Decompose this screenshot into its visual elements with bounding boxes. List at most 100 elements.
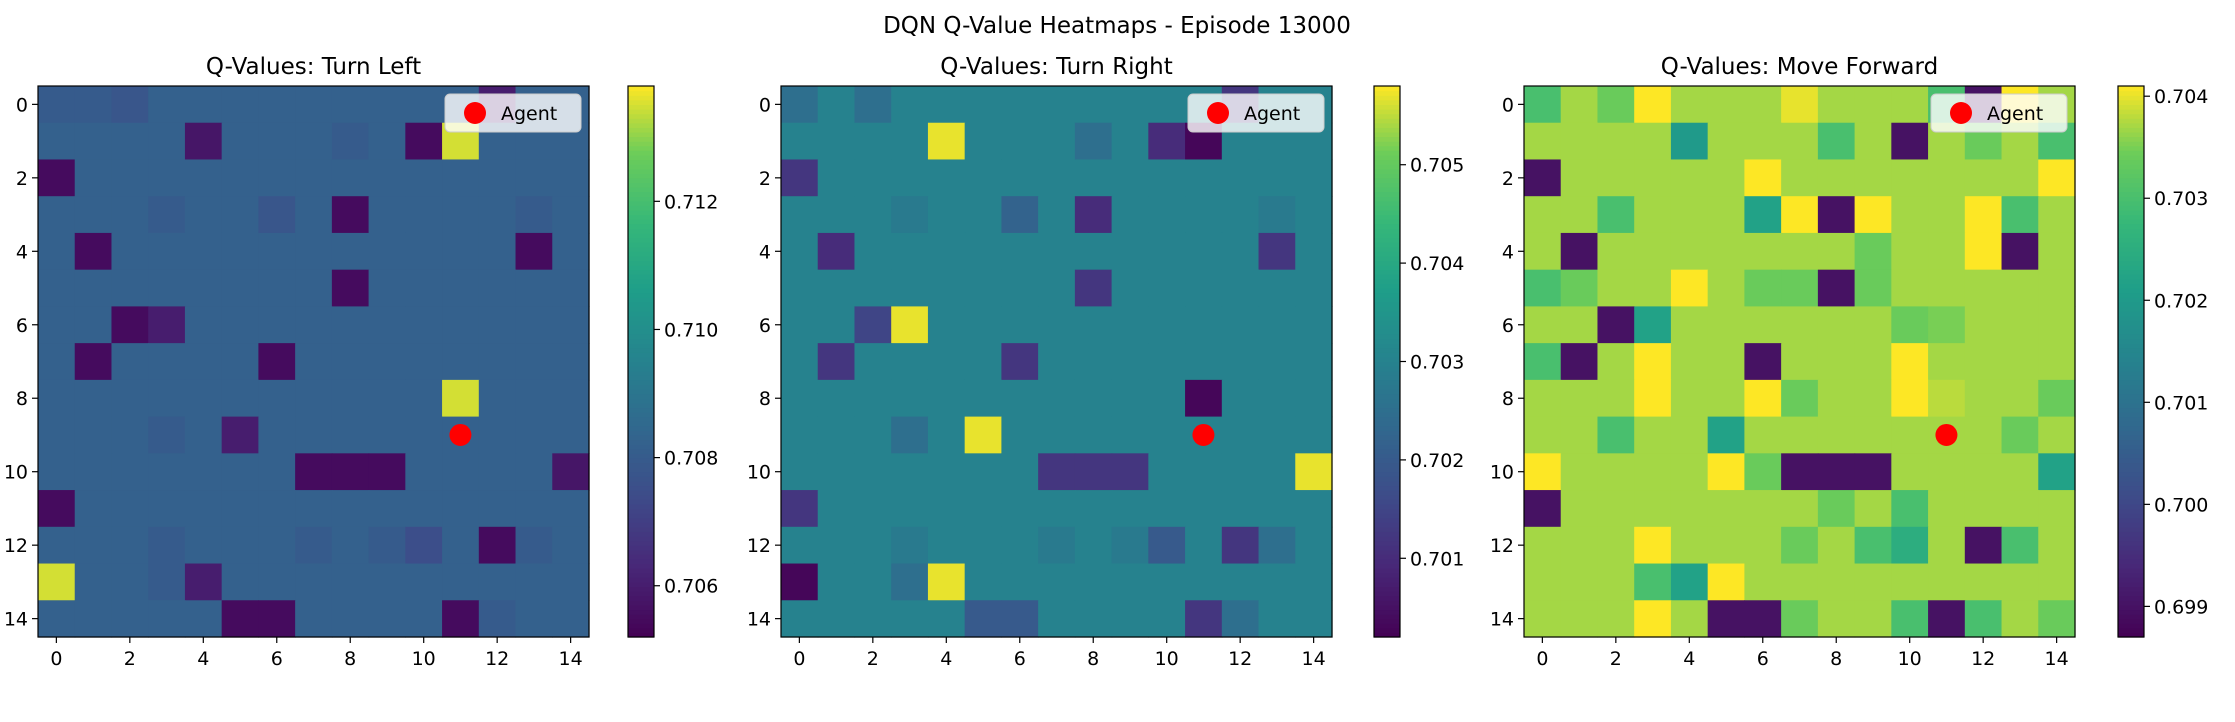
colorbar-segment [628,343,654,349]
heatmap-cell [1524,526,1562,565]
colorbar-tick-label: 0.704 [1410,253,1464,275]
heatmap-cell [1854,490,1892,528]
x-tick-label: 2 [1610,648,1622,670]
heatmap-cell [1854,453,1892,491]
heatmap-cell [1560,159,1599,197]
colorbar-segment [2118,196,2144,202]
heatmap-cell [1258,379,1296,418]
heatmap-cell [854,122,892,161]
heatmap-cell [515,526,553,565]
colorbar-segment [2118,453,2144,459]
colorbar-segment [628,490,654,496]
heatmap-cell [1185,490,1223,528]
heatmap-cell [1817,122,1856,161]
heatmap-cell [1744,490,1782,528]
heatmap-cell [184,122,223,161]
colorbar-segment [628,356,654,363]
heatmap-cell [964,563,1002,601]
heatmap-cell [184,526,223,565]
y-tick-label: 10 [747,462,771,484]
colorbar-segment [628,508,654,514]
heatmap-cell [331,86,370,124]
colorbar-segment [628,554,654,560]
heatmap-cell [1634,490,1672,528]
heatmap-cell [2038,159,2076,197]
agent-marker [1935,423,1958,446]
colorbar-segment [1374,177,1400,184]
heatmap-cell [1744,600,1782,638]
colorbar-segment [2118,310,2144,317]
colorbar-segment [1374,127,1400,133]
colorbar-frame [2117,85,2145,638]
heatmap-cell [1038,600,1076,638]
colorbar-segment [628,329,654,335]
heatmap-cell [258,86,296,124]
heatmap-cell [184,453,223,491]
heatmap-cell [927,159,966,197]
colorbar-segment [1374,398,1400,404]
heatmap-cell [74,490,113,528]
heatmap-cell [1001,600,1039,638]
colorbar-segment [1374,384,1400,390]
heatmap-cell [891,379,929,418]
heatmap-cell [1111,159,1149,197]
heatmap-cell [1295,600,1333,638]
heatmap-cell [1221,232,1260,271]
heatmap-cell [964,490,1002,528]
colorbar-segment [1374,563,1400,569]
colorbar-segment [628,513,654,519]
colorbar-segment [628,545,654,551]
heatmap-cell [1634,453,1672,491]
colorbar-segment [2118,549,2144,555]
colorbar-segment [1374,333,1400,340]
heatmap-cell [2001,196,2039,234]
heatmap-cell [1038,306,1076,344]
heatmap-cell [405,159,443,197]
colorbar-segment [1374,389,1400,395]
heatmap-cell [148,453,186,491]
heatmap-cell [854,416,892,454]
y-tick-label: 10 [4,462,28,484]
heatmap-cell [184,490,223,528]
colorbar-segment [1374,191,1400,197]
heatmap-cell [258,416,296,454]
x-tick-label: 10 [1898,648,1922,670]
heatmap-cell [148,416,186,454]
heatmap-cell [148,600,186,638]
heatmap-cell [1928,306,1966,344]
colorbar-tick-label: 0.712 [664,191,718,213]
heatmap-cell [38,490,76,528]
colorbar-segment [628,242,654,248]
colorbar-segment [628,338,654,344]
heatmap-cell [1597,269,1635,307]
heatmap-cell [1744,343,1782,381]
heatmap-cell [2038,490,2076,528]
heatmap-cell [2038,269,2076,307]
colorbar-segment [628,540,654,546]
colorbar-segment [628,439,654,445]
heatmap-cell [1817,86,1856,124]
heatmap-cell [1258,416,1296,454]
colorbar-segment [628,187,654,193]
heatmap-cell [221,343,259,381]
heatmap-cell [148,490,186,528]
colorbar-segment [628,99,654,105]
colorbar-segment [2118,200,2144,206]
heatmap-cell [111,490,149,528]
heatmap-cell [781,563,819,601]
heatmap-cell [1744,232,1782,271]
colorbar-segment [628,310,654,317]
colorbar-segment [1374,292,1400,298]
heatmap-cell [331,416,370,454]
heatmap-cell [442,159,480,197]
colorbar-segment [2118,246,2144,252]
colorbar-segment [2118,177,2144,184]
colorbar-segment [1374,168,1400,174]
heatmap-cell [1854,526,1892,565]
colorbar-segment [628,549,654,555]
heatmap-cell [1597,122,1635,161]
heatmap-cell [405,196,443,234]
colorbar-segment [2118,595,2144,601]
heatmap-cell [1221,526,1260,565]
heatmap-cell [1185,563,1223,601]
